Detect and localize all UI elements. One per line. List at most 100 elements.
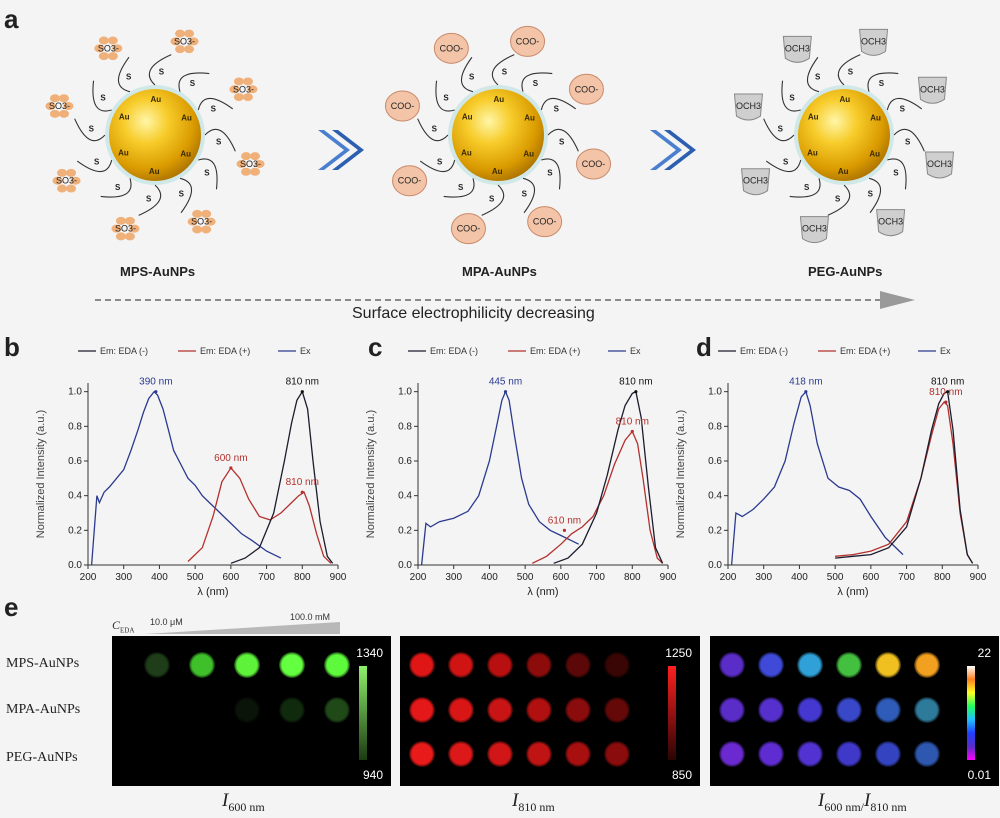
y-tick-label: 0.0 xyxy=(708,560,722,571)
sulfur-label: S xyxy=(100,94,106,103)
x-tick-label: 500 xyxy=(517,572,534,583)
x-tick-label: 200 xyxy=(410,572,427,583)
sulfur-label: S xyxy=(94,157,100,166)
x-tick-label: 600 xyxy=(553,572,570,583)
color-bar xyxy=(967,666,975,760)
y-tick-label: 0.6 xyxy=(398,456,412,467)
well xyxy=(487,741,513,767)
panel-letter-d: d xyxy=(696,332,712,362)
caption-ratio: I600 nm/I810 nm xyxy=(818,790,907,815)
series-line-emeda xyxy=(835,390,974,564)
arrow-caption: Surface electrophilicity decreasing xyxy=(352,305,595,322)
ligand-label: OCH3 xyxy=(878,217,903,227)
sulfur-label: S xyxy=(115,183,121,192)
x-axis-label: λ (nm) xyxy=(837,586,868,598)
well xyxy=(526,697,552,723)
sulfur-label: S xyxy=(835,195,841,204)
x-tick-label: 200 xyxy=(720,572,737,583)
y-tick-label: 0.2 xyxy=(708,525,722,536)
peak-marker xyxy=(946,390,950,394)
sulfur-label: S xyxy=(547,168,553,177)
peak-marker xyxy=(154,390,158,394)
legend-label: Ex xyxy=(630,346,641,356)
sulfur-label: S xyxy=(502,67,508,76)
peak-annotation: 810 nm xyxy=(929,387,962,398)
panel-letter-a: a xyxy=(4,4,19,34)
conc-symbol: C xyxy=(112,618,121,632)
well xyxy=(526,741,552,767)
well xyxy=(719,652,745,678)
conc-high: 100.0 mM xyxy=(290,612,331,622)
x-tick-label: 600 xyxy=(863,572,880,583)
color-bar-min: 940 xyxy=(362,768,383,782)
sulfur-label: S xyxy=(804,183,810,192)
peak-annotation: 810 nm xyxy=(286,477,319,488)
x-tick-label: 300 xyxy=(755,572,772,583)
caption-810-symbol: I xyxy=(512,790,519,811)
well xyxy=(797,741,823,767)
well xyxy=(565,652,591,678)
caption-600-symbol: I xyxy=(222,790,229,811)
sulfur-label: S xyxy=(848,67,854,76)
sulfur-label: S xyxy=(783,157,789,166)
well xyxy=(875,741,901,767)
au-label: Au xyxy=(119,112,130,121)
legend-label: Em: EDA (+) xyxy=(200,346,250,356)
series-line-emeda xyxy=(187,466,332,564)
well xyxy=(409,697,435,723)
x-tick-label: 500 xyxy=(187,572,204,583)
y-tick-label: 0.2 xyxy=(398,525,412,536)
well xyxy=(797,652,823,678)
chart-d: Em: EDA (-) Em: EDA (+) Ex 200 300 400 500 600 7… xyxy=(675,346,987,598)
peak-annotation: 810 nm xyxy=(931,377,964,388)
fluorescence-image-ratio: 22 0.01 xyxy=(710,636,999,786)
panel-letter-b: b xyxy=(4,332,20,362)
sulfur-label: S xyxy=(559,137,565,146)
sulfur-label: S xyxy=(789,94,795,103)
np-label-mps: MPS-AuNPs xyxy=(120,264,196,279)
well xyxy=(144,697,170,723)
sulfur-label: S xyxy=(893,168,899,177)
sulfur-label: S xyxy=(216,137,222,146)
well xyxy=(836,652,862,678)
x-tick-label: 800 xyxy=(294,572,311,583)
x-tick-label: 700 xyxy=(258,572,275,583)
sulfur-label: S xyxy=(89,125,95,134)
y-axis-label: Normalized Intensity (a.u.) xyxy=(675,410,687,538)
y-axis-label: Normalized Intensity (a.u.) xyxy=(365,410,377,538)
well xyxy=(324,652,350,678)
x-tick-label: 600 xyxy=(223,572,240,583)
well xyxy=(189,741,215,767)
well xyxy=(914,697,940,723)
color-bar xyxy=(359,666,367,760)
caption-ratio-symbol2: I xyxy=(864,790,871,811)
y-tick-label: 0.0 xyxy=(398,560,412,571)
peak-annotation: 600 nm xyxy=(214,453,247,464)
peak-marker xyxy=(804,390,808,394)
well xyxy=(914,741,940,767)
au-label: Au xyxy=(494,95,505,104)
sulfur-label: S xyxy=(868,189,874,198)
well xyxy=(526,652,552,678)
ligand-label: SO3- xyxy=(115,224,136,234)
ligand-label: OCH3 xyxy=(802,224,827,234)
well xyxy=(409,741,435,767)
panel-letter-e: e xyxy=(4,592,19,622)
chevron-arrow-2 xyxy=(650,130,696,170)
peak-annotation: 610 nm xyxy=(548,515,581,526)
well xyxy=(719,697,745,723)
well xyxy=(719,741,745,767)
caption-600-sub: 600 nm xyxy=(228,799,265,814)
well xyxy=(797,697,823,723)
peak-marker xyxy=(300,390,304,394)
well xyxy=(279,741,305,767)
au-label: Au xyxy=(118,148,129,157)
y-tick-label: 0.8 xyxy=(708,421,722,432)
well xyxy=(758,741,784,767)
au-label: Au xyxy=(181,114,192,123)
sulfur-label: S xyxy=(778,125,784,134)
x-axis-label: λ (nm) xyxy=(197,586,228,598)
caption-810: I810 nm xyxy=(512,790,555,815)
sulfur-label: S xyxy=(879,79,885,88)
well xyxy=(234,652,260,678)
